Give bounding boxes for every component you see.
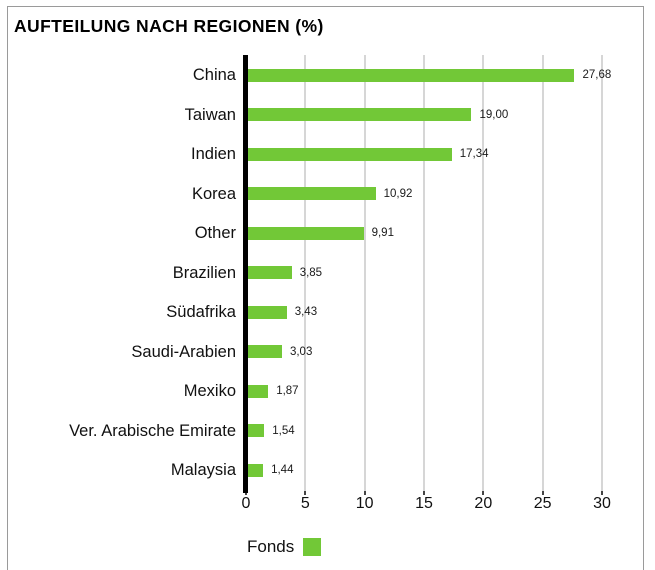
bar	[246, 108, 472, 121]
x-tick-mark	[423, 491, 425, 495]
x-tick-label: 20	[474, 495, 493, 512]
bar	[246, 187, 376, 200]
x-tick-label: 30	[593, 495, 611, 512]
category-label: Ver. Arabische Emirate	[69, 421, 236, 440]
gridline	[304, 55, 307, 493]
gridline	[601, 55, 603, 493]
x-tick-mark	[482, 491, 485, 495]
x-tick-label: 15	[415, 495, 433, 512]
bar	[246, 463, 264, 477]
value-label: 17,34	[459, 148, 489, 160]
x-tick-mark	[245, 491, 247, 495]
value-label: 3,43	[294, 306, 318, 318]
category-label: Indien	[191, 145, 236, 163]
x-tick-mark	[304, 491, 307, 495]
bar	[246, 345, 282, 358]
x-tick-mark	[363, 491, 366, 495]
value-label: 1,44	[271, 464, 294, 476]
value-label: 1,54	[272, 424, 295, 437]
x-tick-label: 10	[355, 495, 374, 512]
bar	[246, 384, 269, 398]
bar	[246, 266, 292, 279]
value-label: 19,00	[479, 108, 509, 121]
category-label: Taiwan	[184, 105, 236, 124]
legend: Fonds	[247, 537, 322, 557]
bar	[246, 305, 287, 319]
bar	[246, 226, 364, 240]
gridline	[363, 55, 366, 493]
category-label: Mexiko	[183, 382, 236, 400]
x-tick-label: 25	[533, 495, 552, 512]
legend-swatch	[303, 538, 322, 556]
chart-title: AUFTEILUNG NACH REGIONEN (%)	[14, 16, 324, 36]
gridline	[423, 55, 425, 493]
chart-frame	[7, 6, 644, 570]
category-label: Malaysia	[170, 461, 236, 479]
bar	[246, 424, 265, 437]
value-label: 27,68	[582, 69, 612, 81]
x-tick-label: 5	[300, 495, 310, 512]
x-tick-mark	[541, 491, 544, 495]
x-tick-mark	[601, 491, 603, 495]
category-label: Saudi-Arabien	[131, 342, 236, 361]
bar	[246, 68, 575, 82]
category-label: Brazilien	[172, 263, 236, 282]
category-label: China	[192, 66, 236, 84]
category-label: Südafrika	[166, 303, 236, 321]
legend-label: Fonds	[247, 537, 295, 556]
x-tick-label: 0	[241, 495, 251, 512]
category-label: Korea	[191, 184, 236, 203]
category-label: Other	[194, 224, 236, 242]
value-label: 3,03	[289, 345, 313, 358]
y-axis-line	[243, 55, 248, 493]
value-label: 10,92	[383, 187, 413, 200]
gridline	[541, 55, 544, 493]
value-label: 3,85	[299, 266, 323, 279]
bar	[246, 147, 452, 161]
value-label: 9,91	[371, 227, 394, 239]
value-label: 1,87	[276, 385, 299, 397]
gridline	[482, 55, 485, 493]
